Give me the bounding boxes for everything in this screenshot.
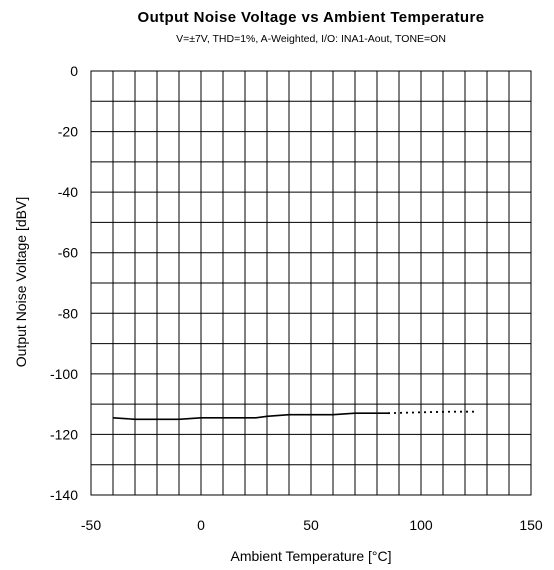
y-tick-label: -100 — [50, 366, 78, 382]
y-tick-label: -60 — [58, 245, 78, 261]
x-tick-label: 0 — [197, 517, 205, 533]
x-tick-label: -50 — [81, 517, 101, 533]
y-tick-label: -140 — [50, 487, 78, 503]
y-tick-label: -80 — [58, 305, 78, 321]
grid — [90, 70, 532, 496]
y-tick-labels: 0 -20 -40 -60 -80 -100 -120 -140 — [50, 63, 78, 503]
chart-subtitle: V=±7V, THD=1%, A-Weighted, I/O: INA1-Aou… — [176, 33, 446, 45]
x-axis-label: Ambient Temperature [°C] — [231, 548, 392, 564]
x-tick-label: 150 — [519, 517, 543, 533]
series-line-solid — [112, 412, 388, 421]
x-tick-label: 50 — [303, 517, 319, 533]
y-tick-label: -20 — [58, 124, 78, 140]
x-tick-labels: -50 0 50 100 150 — [81, 517, 543, 533]
y-tick-label: 0 — [70, 63, 78, 79]
y-tick-label: -40 — [58, 184, 78, 200]
plot-area — [90, 70, 532, 496]
chart-title: Output Noise Voltage vs Ambient Temperat… — [138, 9, 485, 26]
y-tick-label: -120 — [50, 426, 78, 442]
x-tick-label: 100 — [409, 517, 433, 533]
series-line-dotted — [387, 410, 476, 415]
series-group — [112, 410, 476, 421]
y-axis-label: Output Noise Voltage [dBV] — [13, 197, 29, 367]
